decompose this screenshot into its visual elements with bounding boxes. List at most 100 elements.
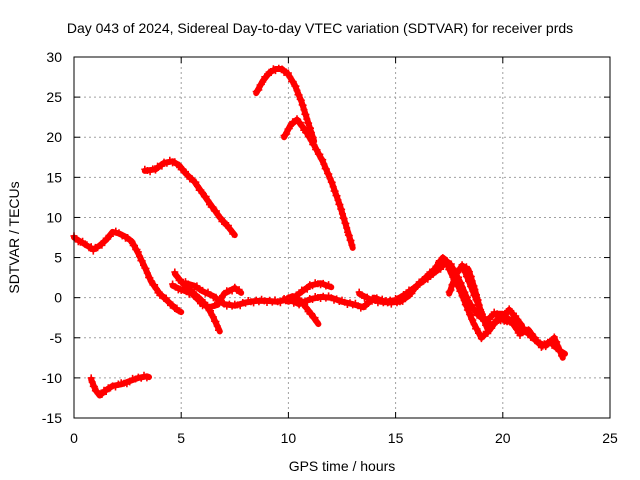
data-point-marker	[452, 272, 460, 280]
data-point-marker	[322, 165, 330, 173]
data-point-marker	[212, 207, 220, 215]
data-point-marker	[296, 119, 304, 126]
series-arc-3	[141, 156, 238, 239]
data-point-marker	[326, 175, 334, 182]
data-point-marker	[442, 256, 450, 264]
grid-layer	[74, 57, 610, 418]
data-point-marker	[134, 248, 142, 256]
data-point-marker	[235, 286, 243, 294]
data-point-marker	[158, 291, 166, 299]
data-point-marker	[283, 130, 291, 138]
data-point-marker	[446, 287, 454, 295]
y-axis-title: SDTVAR / TECUs	[6, 181, 22, 293]
data-point-marker	[333, 192, 341, 200]
data-point-marker	[295, 91, 303, 99]
data-point-marker	[209, 203, 217, 211]
data-point-marker	[331, 187, 339, 195]
data-point-marker	[362, 302, 370, 310]
data-point-marker	[302, 304, 310, 312]
data-point-marker	[325, 170, 333, 178]
data-point-marker	[286, 73, 294, 81]
data-point-marker	[471, 292, 479, 299]
data-point-marker	[162, 294, 170, 302]
data-point-marker	[329, 183, 337, 191]
data-point-marker	[488, 313, 496, 320]
data-point-marker	[94, 387, 102, 395]
data-point-marker	[306, 132, 314, 140]
data-point-marker	[340, 215, 348, 223]
y-tick-label: 30	[46, 49, 62, 65]
data-point-marker	[537, 343, 545, 351]
data-point-marker	[303, 128, 311, 136]
data-point-marker	[475, 301, 483, 309]
data-point-marker	[307, 124, 314, 132]
data-point-marker	[420, 277, 427, 285]
data-point-marker	[295, 291, 303, 298]
data-point-marker	[461, 301, 469, 309]
data-point-marker	[468, 301, 476, 309]
data-point-marker	[336, 201, 344, 209]
series-arc-5	[169, 280, 245, 312]
data-point-marker	[449, 280, 457, 288]
data-point-marker	[287, 122, 294, 130]
data-point-marker	[463, 273, 471, 281]
data-point-marker	[313, 146, 321, 154]
data-point-marker	[559, 350, 567, 358]
data-point-marker	[175, 161, 183, 169]
data-point-marker	[317, 155, 325, 163]
data-point-marker	[516, 331, 524, 339]
tick-label-layer: 0 5 10 15 20 25 -15 -10 -5 0 5 10 15 20 25 30	[42, 49, 618, 446]
data-point-marker	[138, 257, 146, 265]
data-point-marker	[307, 136, 315, 144]
data-point-marker	[469, 287, 477, 295]
data-point-marker	[171, 268, 179, 276]
data-point-marker	[194, 182, 201, 190]
data-point-marker	[143, 269, 151, 277]
data-point-marker	[152, 285, 160, 293]
data-point-marker	[430, 267, 438, 275]
data-point-marker	[131, 242, 138, 249]
data-point-marker	[347, 237, 355, 245]
data-point-marker	[115, 229, 123, 237]
tick-layer	[73, 56, 611, 419]
data-point-marker	[305, 119, 313, 127]
data-point-marker	[128, 238, 136, 245]
data-point-marker	[476, 306, 484, 314]
data-point-marker	[546, 338, 554, 346]
data-point-marker	[448, 281, 456, 289]
data-point-marker	[413, 282, 421, 290]
data-point-marker	[227, 226, 234, 234]
data-point-marker	[455, 282, 462, 290]
data-point-marker	[98, 241, 106, 249]
data-point-marker	[136, 252, 144, 260]
data-point-marker	[316, 150, 324, 158]
x-tick-label: 25	[602, 430, 618, 446]
data-point-marker	[298, 122, 306, 130]
data-point-marker	[334, 196, 342, 204]
series-arc-9	[252, 64, 318, 145]
data-point-marker	[444, 261, 451, 269]
data-point-marker	[462, 302, 470, 310]
data-point-marker	[175, 307, 183, 315]
series-arc-8	[284, 279, 335, 305]
data-point-marker	[90, 383, 98, 390]
data-point-marker	[158, 162, 166, 170]
data-point-marker	[194, 296, 202, 304]
data-point-marker	[342, 220, 350, 227]
data-point-marker	[345, 232, 353, 240]
data-point-marker	[289, 78, 297, 86]
data-point-marker	[284, 69, 292, 77]
data-point-marker	[310, 141, 318, 149]
data-point-marker	[550, 333, 558, 341]
data-point-marker	[514, 316, 522, 324]
plot-frame	[73, 56, 611, 419]
data-point-marker	[399, 297, 407, 305]
data-point-marker	[87, 374, 95, 382]
data-point-marker	[224, 222, 232, 229]
data-point-marker	[424, 272, 432, 280]
y-tick-label: 5	[54, 250, 62, 266]
data-point-marker	[169, 301, 177, 309]
data-point-marker	[338, 210, 346, 218]
